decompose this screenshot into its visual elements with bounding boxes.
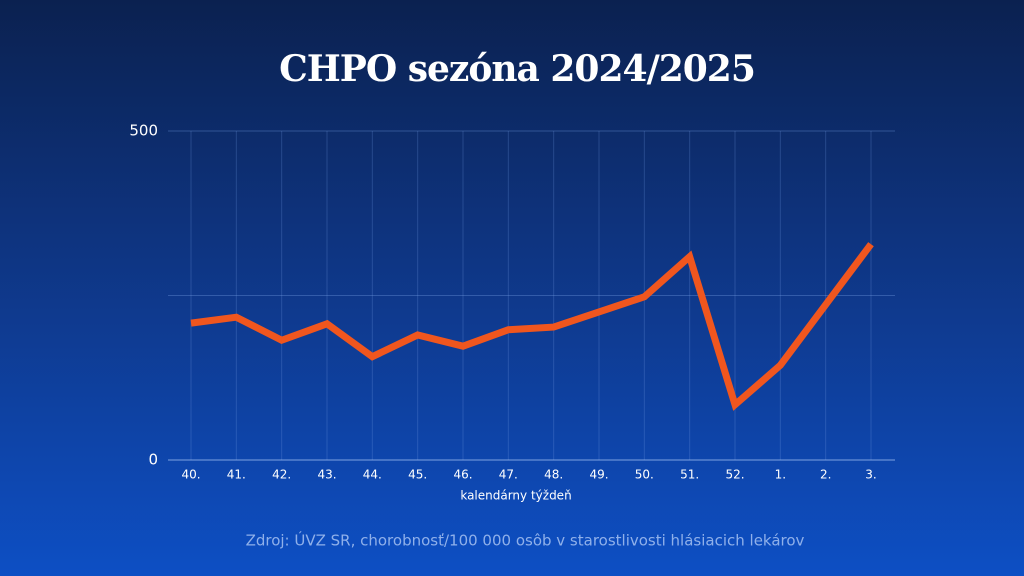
x-tick-label: 44. <box>363 468 382 482</box>
x-tick-label: 1. <box>775 468 786 482</box>
chart-title: CHPO sezóna 2024/2025 <box>279 48 755 90</box>
y-tick-label: 500 <box>129 122 158 140</box>
x-tick-label: 46. <box>453 468 472 482</box>
x-tick-label: 45. <box>408 468 427 482</box>
x-tick-label: 51. <box>680 468 699 482</box>
source-note: Zdroj: ÚVZ SR, chorobnosť/100 000 osôb v… <box>246 531 805 550</box>
x-tick-label: 47. <box>499 468 518 482</box>
data-line <box>190 242 874 411</box>
x-tick-label: 48. <box>544 468 563 482</box>
x-tick-label: 43. <box>317 468 336 482</box>
x-axis-label: kalendárny týždeň <box>460 489 571 503</box>
x-tick-label: 41. <box>227 468 246 482</box>
x-tick-label: 40. <box>181 468 200 482</box>
x-tick-label: 52. <box>725 468 744 482</box>
x-tick-label: 49. <box>589 468 608 482</box>
x-tick-label: 2. <box>820 468 831 482</box>
x-tick-label: 50. <box>635 468 654 482</box>
y-tick-label: 0 <box>148 451 158 469</box>
x-tick-label: 3. <box>865 468 876 482</box>
x-tick-label: 42. <box>272 468 291 482</box>
